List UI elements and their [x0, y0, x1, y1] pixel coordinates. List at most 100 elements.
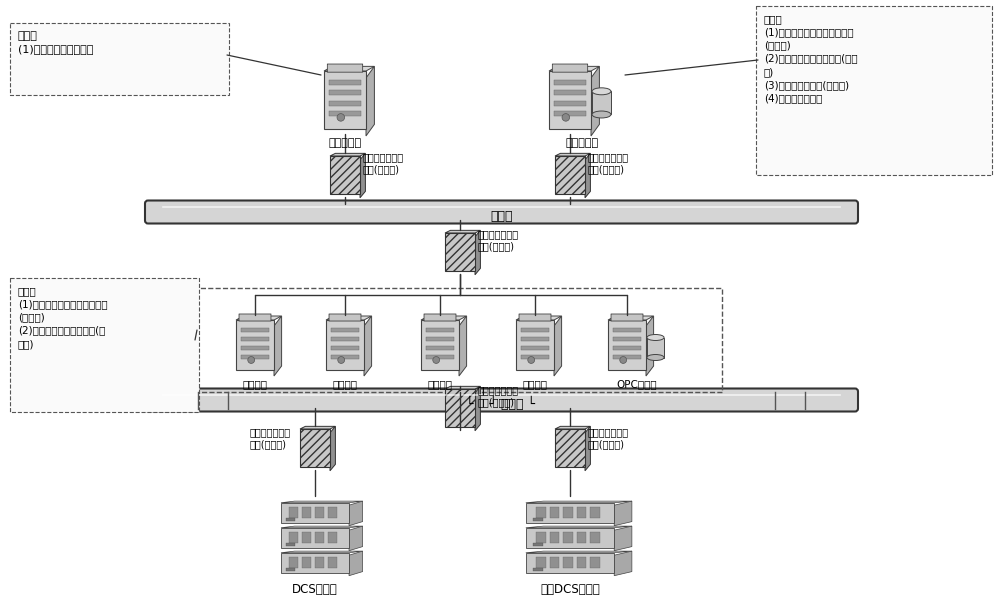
Bar — [329, 111, 361, 117]
Bar — [328, 507, 337, 518]
Bar — [590, 507, 600, 518]
Bar — [445, 233, 475, 271]
Text: 安全服务器: 安全服务器 — [328, 138, 362, 148]
FancyBboxPatch shape — [10, 278, 199, 412]
Bar — [302, 532, 311, 543]
Polygon shape — [614, 526, 632, 551]
Text: OPC服务器: OPC服务器 — [617, 379, 657, 389]
Bar — [536, 532, 546, 543]
Polygon shape — [236, 316, 282, 320]
Circle shape — [248, 357, 255, 364]
Polygon shape — [330, 426, 335, 471]
Bar — [613, 345, 641, 350]
Bar — [550, 507, 559, 518]
Bar — [590, 557, 600, 568]
Circle shape — [433, 357, 440, 364]
Bar — [302, 557, 311, 568]
FancyBboxPatch shape — [519, 314, 551, 321]
Bar — [326, 320, 364, 370]
Polygon shape — [364, 316, 372, 376]
Text: 关键DCS控制器: 关键DCS控制器 — [540, 583, 600, 596]
Text: 可信工控系统防
火墙(客户端): 可信工控系统防 火墙(客户端) — [478, 229, 519, 251]
Bar — [331, 354, 359, 359]
Bar — [592, 92, 611, 115]
Bar — [555, 429, 585, 467]
Bar — [324, 71, 366, 129]
FancyBboxPatch shape — [145, 201, 858, 223]
Polygon shape — [445, 231, 480, 233]
Text: DCS控制器: DCS控制器 — [292, 583, 338, 596]
Polygon shape — [516, 316, 562, 320]
Bar — [536, 507, 546, 518]
Circle shape — [337, 113, 345, 121]
Bar — [426, 354, 454, 359]
Bar — [421, 320, 459, 370]
Bar — [289, 557, 298, 568]
Bar — [329, 101, 361, 106]
FancyBboxPatch shape — [552, 64, 588, 72]
Text: └    ┘ 控制网 └: └ ┘ 控制网 └ — [466, 397, 534, 411]
Text: 部署：
(1)工控系统可信环境管控平台
(服务端)
(2)可信移动介质管控系统(服务
端)
(3)可信工控防火墙(服务端)
(4)可信数据库系统: 部署： (1)工控系统可信环境管控平台 (服务端) (2)可信移动介质管控系统(… — [764, 14, 858, 103]
Bar — [533, 567, 543, 571]
Polygon shape — [585, 153, 590, 198]
Polygon shape — [475, 386, 480, 431]
Polygon shape — [555, 153, 590, 156]
Polygon shape — [281, 501, 363, 503]
Polygon shape — [349, 551, 363, 576]
Bar — [331, 345, 359, 350]
Bar — [577, 507, 586, 518]
Bar — [613, 337, 641, 341]
Bar — [302, 507, 311, 518]
Bar — [315, 532, 324, 543]
Ellipse shape — [592, 111, 611, 118]
Bar — [331, 328, 359, 332]
Bar — [554, 111, 586, 117]
Bar — [329, 80, 361, 85]
Bar — [521, 328, 549, 332]
Polygon shape — [360, 153, 365, 198]
Bar — [281, 503, 349, 523]
Bar — [328, 557, 337, 568]
Text: 可信工控系统防
火墙(客户端): 可信工控系统防 火墙(客户端) — [250, 427, 291, 449]
Bar — [533, 517, 543, 521]
Bar — [286, 567, 295, 571]
Text: 可信工控系统防
火墙(客户端): 可信工控系统防 火墙(客户端) — [588, 152, 629, 174]
Text: 可信工控系统防
火墙(客户端): 可信工控系统防 火墙(客户端) — [363, 152, 404, 174]
Bar — [577, 557, 586, 568]
Bar — [554, 80, 586, 85]
Bar — [516, 320, 554, 370]
Bar — [563, 532, 573, 543]
Bar — [315, 557, 324, 568]
Bar — [521, 345, 549, 350]
Bar — [521, 337, 549, 341]
Polygon shape — [591, 66, 599, 136]
Bar — [550, 532, 559, 543]
Text: 可信工控系统防
火墙(客户端): 可信工控系统防 火墙(客户端) — [588, 427, 629, 449]
Polygon shape — [421, 316, 467, 320]
Polygon shape — [585, 426, 590, 471]
Polygon shape — [555, 426, 590, 429]
Polygon shape — [614, 501, 632, 526]
Bar — [426, 345, 454, 350]
Bar — [286, 542, 295, 546]
Polygon shape — [281, 551, 363, 553]
Text: 以太网: 以太网 — [490, 209, 513, 223]
Polygon shape — [459, 316, 467, 376]
Text: 工程师站: 工程师站 — [242, 379, 268, 389]
Polygon shape — [281, 526, 363, 528]
Bar — [286, 517, 295, 521]
Polygon shape — [274, 316, 282, 376]
Bar — [526, 503, 614, 523]
Bar — [281, 528, 349, 548]
Text: 安全服务器: 安全服务器 — [565, 138, 599, 148]
Bar — [236, 320, 274, 370]
FancyBboxPatch shape — [611, 314, 643, 321]
Bar — [241, 345, 269, 350]
Bar — [533, 542, 543, 546]
Polygon shape — [330, 153, 365, 156]
Bar — [330, 156, 360, 194]
Bar — [608, 320, 646, 370]
Polygon shape — [646, 316, 654, 376]
Bar — [426, 328, 454, 332]
Polygon shape — [300, 426, 335, 429]
